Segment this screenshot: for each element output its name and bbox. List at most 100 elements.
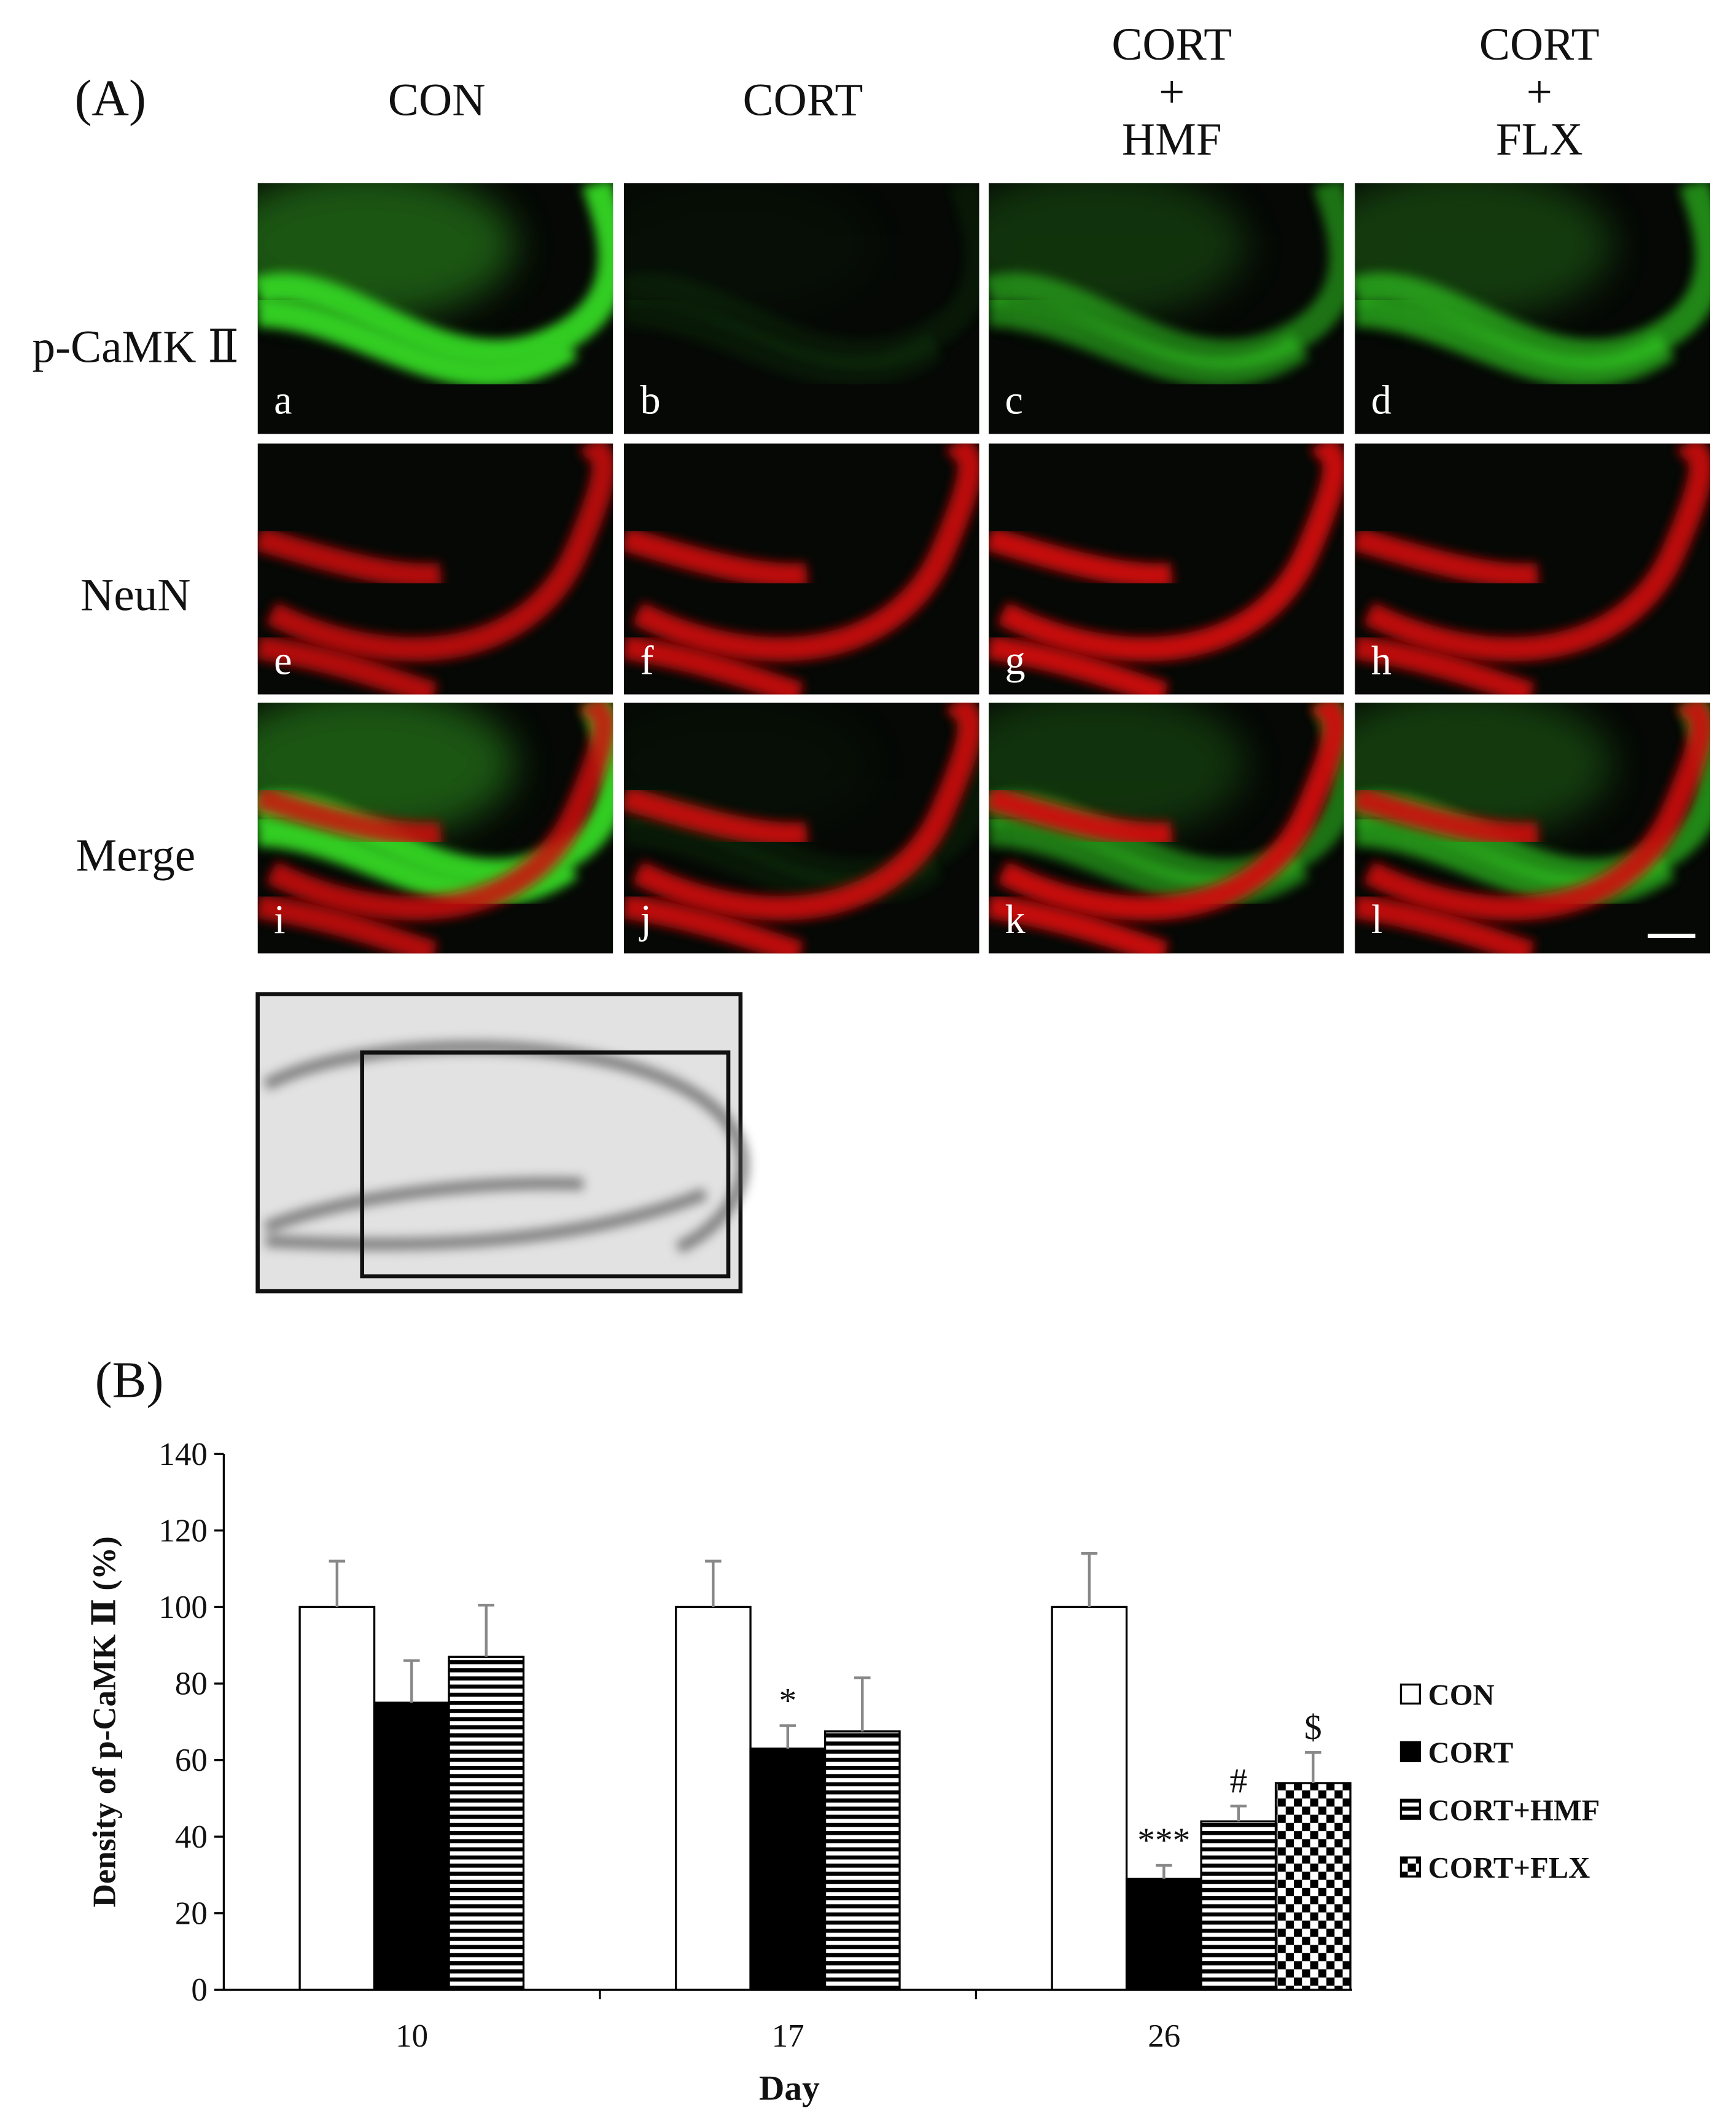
- error-bar: [478, 1604, 495, 1657]
- image-letter: j: [639, 897, 651, 942]
- y-tick-label: 120: [158, 1513, 208, 1548]
- bar: [1051, 1606, 1128, 1991]
- green-band: [989, 183, 1344, 369]
- micrograph: [1355, 702, 1711, 954]
- red-band: [257, 786, 442, 847]
- green-band: [1355, 183, 1711, 369]
- annotation: ***: [1137, 1821, 1190, 1860]
- column-header: HMF: [1122, 114, 1222, 165]
- legend-label: CORT: [1428, 1736, 1514, 1770]
- error-bar: [1156, 1864, 1172, 1879]
- red-band: [265, 702, 613, 921]
- y-tick-label: 80: [175, 1666, 208, 1702]
- green-band: [623, 183, 979, 369]
- row-label: NeuN: [80, 570, 190, 621]
- column-header: +: [1159, 66, 1185, 117]
- image-letter: i: [274, 897, 285, 942]
- micrograph: [989, 183, 1344, 434]
- image-letter: c: [1005, 378, 1023, 423]
- red-band: [623, 894, 804, 954]
- red-band: [623, 526, 808, 588]
- panel-label: (A): [74, 70, 146, 127]
- green-band: [257, 183, 613, 369]
- column-header: FLX: [1496, 114, 1583, 165]
- micrograph: [623, 183, 979, 434]
- legend-swatch: [1399, 1741, 1422, 1762]
- image-letter: h: [1371, 638, 1392, 683]
- image-letter: k: [1005, 897, 1026, 942]
- red-band: [989, 526, 1173, 588]
- green-band: [1355, 297, 1676, 387]
- red-band: [1355, 526, 1539, 588]
- panel-label: (B): [95, 1351, 164, 1408]
- image-letter: e: [274, 638, 292, 683]
- row-label: p-CaMK Ⅱ: [32, 322, 239, 373]
- micrograph: [257, 443, 613, 695]
- image-letter: f: [640, 638, 654, 683]
- red-band: [265, 443, 613, 662]
- y-axis-label: Density of p-CaMK Ⅱ (%): [87, 1536, 123, 1907]
- bar: [1200, 1820, 1277, 1991]
- bar: [823, 1730, 901, 1991]
- red-band: [257, 526, 442, 588]
- red-band: [1363, 702, 1711, 921]
- bar: [674, 1606, 752, 1991]
- micrograph: [1355, 443, 1711, 695]
- red-band: [1355, 786, 1539, 847]
- bar: [298, 1606, 376, 1991]
- green-band: [623, 297, 944, 387]
- legend-label: CON: [1428, 1679, 1495, 1712]
- x-tick-label: 26: [1148, 2018, 1180, 2054]
- error-bar: [1230, 1805, 1247, 1822]
- y-tick-label: 0: [191, 1972, 208, 2008]
- red-band: [623, 634, 804, 695]
- column-header: CORT: [1111, 19, 1232, 70]
- micrograph: [623, 702, 979, 954]
- error-bar: [705, 1560, 722, 1607]
- y-tick-label: 140: [158, 1437, 208, 1472]
- red-band: [632, 443, 979, 662]
- red-band: [989, 786, 1173, 847]
- image-letter: l: [1371, 897, 1382, 942]
- legend-label: CORT+HMF: [1428, 1794, 1600, 1827]
- error-bar: [1305, 1751, 1321, 1783]
- green-band: [257, 297, 578, 387]
- bar: [373, 1701, 450, 1991]
- x-axis-label: Day: [759, 2069, 820, 2107]
- bar: [448, 1655, 525, 1991]
- annotation: *: [779, 1681, 796, 1720]
- green-band: [989, 297, 1309, 387]
- micrograph: [623, 443, 979, 695]
- bar: [1125, 1878, 1202, 1991]
- image-letter: b: [640, 378, 660, 423]
- column-header: CORT: [743, 75, 863, 126]
- micrograph: [257, 702, 613, 954]
- row-label: Merge: [76, 830, 196, 881]
- legend-label: CORT+FLX: [1428, 1851, 1590, 1884]
- bar: [749, 1747, 827, 1991]
- red-band: [632, 702, 979, 921]
- legend-swatch: [1399, 1683, 1422, 1705]
- red-band: [623, 786, 808, 847]
- image-letter: d: [1371, 378, 1392, 423]
- red-band: [989, 894, 1169, 954]
- micrograph: [257, 183, 613, 434]
- red-band: [257, 634, 438, 695]
- red-band: [1355, 634, 1535, 695]
- red-band: [997, 443, 1344, 662]
- legend-swatch: [1399, 1856, 1422, 1878]
- red-band: [989, 634, 1169, 695]
- micrograph: [989, 702, 1344, 954]
- y-tick-label: 40: [175, 1819, 208, 1855]
- error-bar: [779, 1724, 796, 1749]
- annotation: $: [1304, 1708, 1322, 1747]
- column-header: +: [1527, 66, 1552, 117]
- micrograph: [989, 443, 1344, 695]
- red-band: [997, 702, 1344, 921]
- annotation: #: [1229, 1762, 1247, 1800]
- y-tick-label: 60: [175, 1743, 208, 1778]
- image-letter: a: [274, 378, 292, 423]
- micrograph: [1355, 183, 1711, 434]
- red-band: [257, 894, 438, 954]
